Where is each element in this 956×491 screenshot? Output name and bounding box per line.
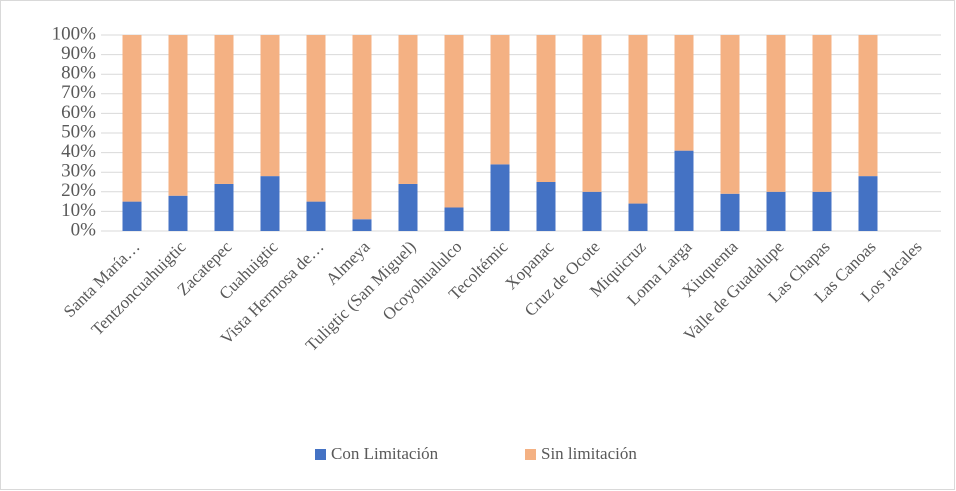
y-tick-label: 60% <box>61 102 96 123</box>
bar-segment <box>214 35 234 184</box>
bar-segment <box>352 35 372 220</box>
bar-segment <box>306 35 326 202</box>
bar-segment <box>582 35 602 192</box>
bar-segment <box>260 35 280 177</box>
bar-segment <box>490 164 510 231</box>
y-tick-label: 20% <box>61 180 96 201</box>
bar-segment <box>260 176 280 231</box>
bar-segment <box>122 201 142 231</box>
bar-segment <box>168 195 188 231</box>
bar-segment <box>444 35 464 208</box>
bar-segment <box>628 203 648 231</box>
bar-segment <box>720 35 740 194</box>
bar-segment <box>352 219 372 231</box>
bar-segment <box>812 191 832 231</box>
bar-segment <box>398 183 418 231</box>
bar-segment <box>444 207 464 231</box>
bar-segment <box>858 35 878 177</box>
bar-segment <box>398 35 418 184</box>
y-tick-label: 50% <box>61 121 96 142</box>
bar-segment <box>674 150 694 231</box>
y-tick-label: 0% <box>71 219 97 240</box>
bar-segment <box>168 35 188 196</box>
y-tick-label: 80% <box>61 63 96 84</box>
y-tick-label: 70% <box>61 82 96 103</box>
y-tick-label: 90% <box>61 43 96 64</box>
bar-segment <box>490 35 510 165</box>
legend-label: Sin limitación <box>541 444 637 463</box>
legend-swatch <box>525 449 536 460</box>
bar-segment <box>628 35 648 204</box>
y-tick-label: 10% <box>61 200 96 221</box>
bar-segment <box>674 35 694 151</box>
bar-segment <box>306 201 326 231</box>
y-tick-label: 30% <box>61 161 96 182</box>
y-tick-label: 40% <box>61 141 96 162</box>
legend-label: Con Limitación <box>331 444 439 463</box>
legend-swatch <box>315 449 326 460</box>
bar-segment <box>766 191 786 231</box>
bar-segment <box>766 35 786 192</box>
y-tick-label: 100% <box>52 23 97 44</box>
bar-segment <box>720 193 740 231</box>
bar-segment <box>214 183 234 231</box>
bar-segment <box>536 35 556 182</box>
bar-segment <box>122 35 142 202</box>
bar-segment <box>582 191 602 231</box>
bar-segment <box>858 176 878 231</box>
bar-segment <box>536 182 556 231</box>
bar-segment <box>812 35 832 192</box>
